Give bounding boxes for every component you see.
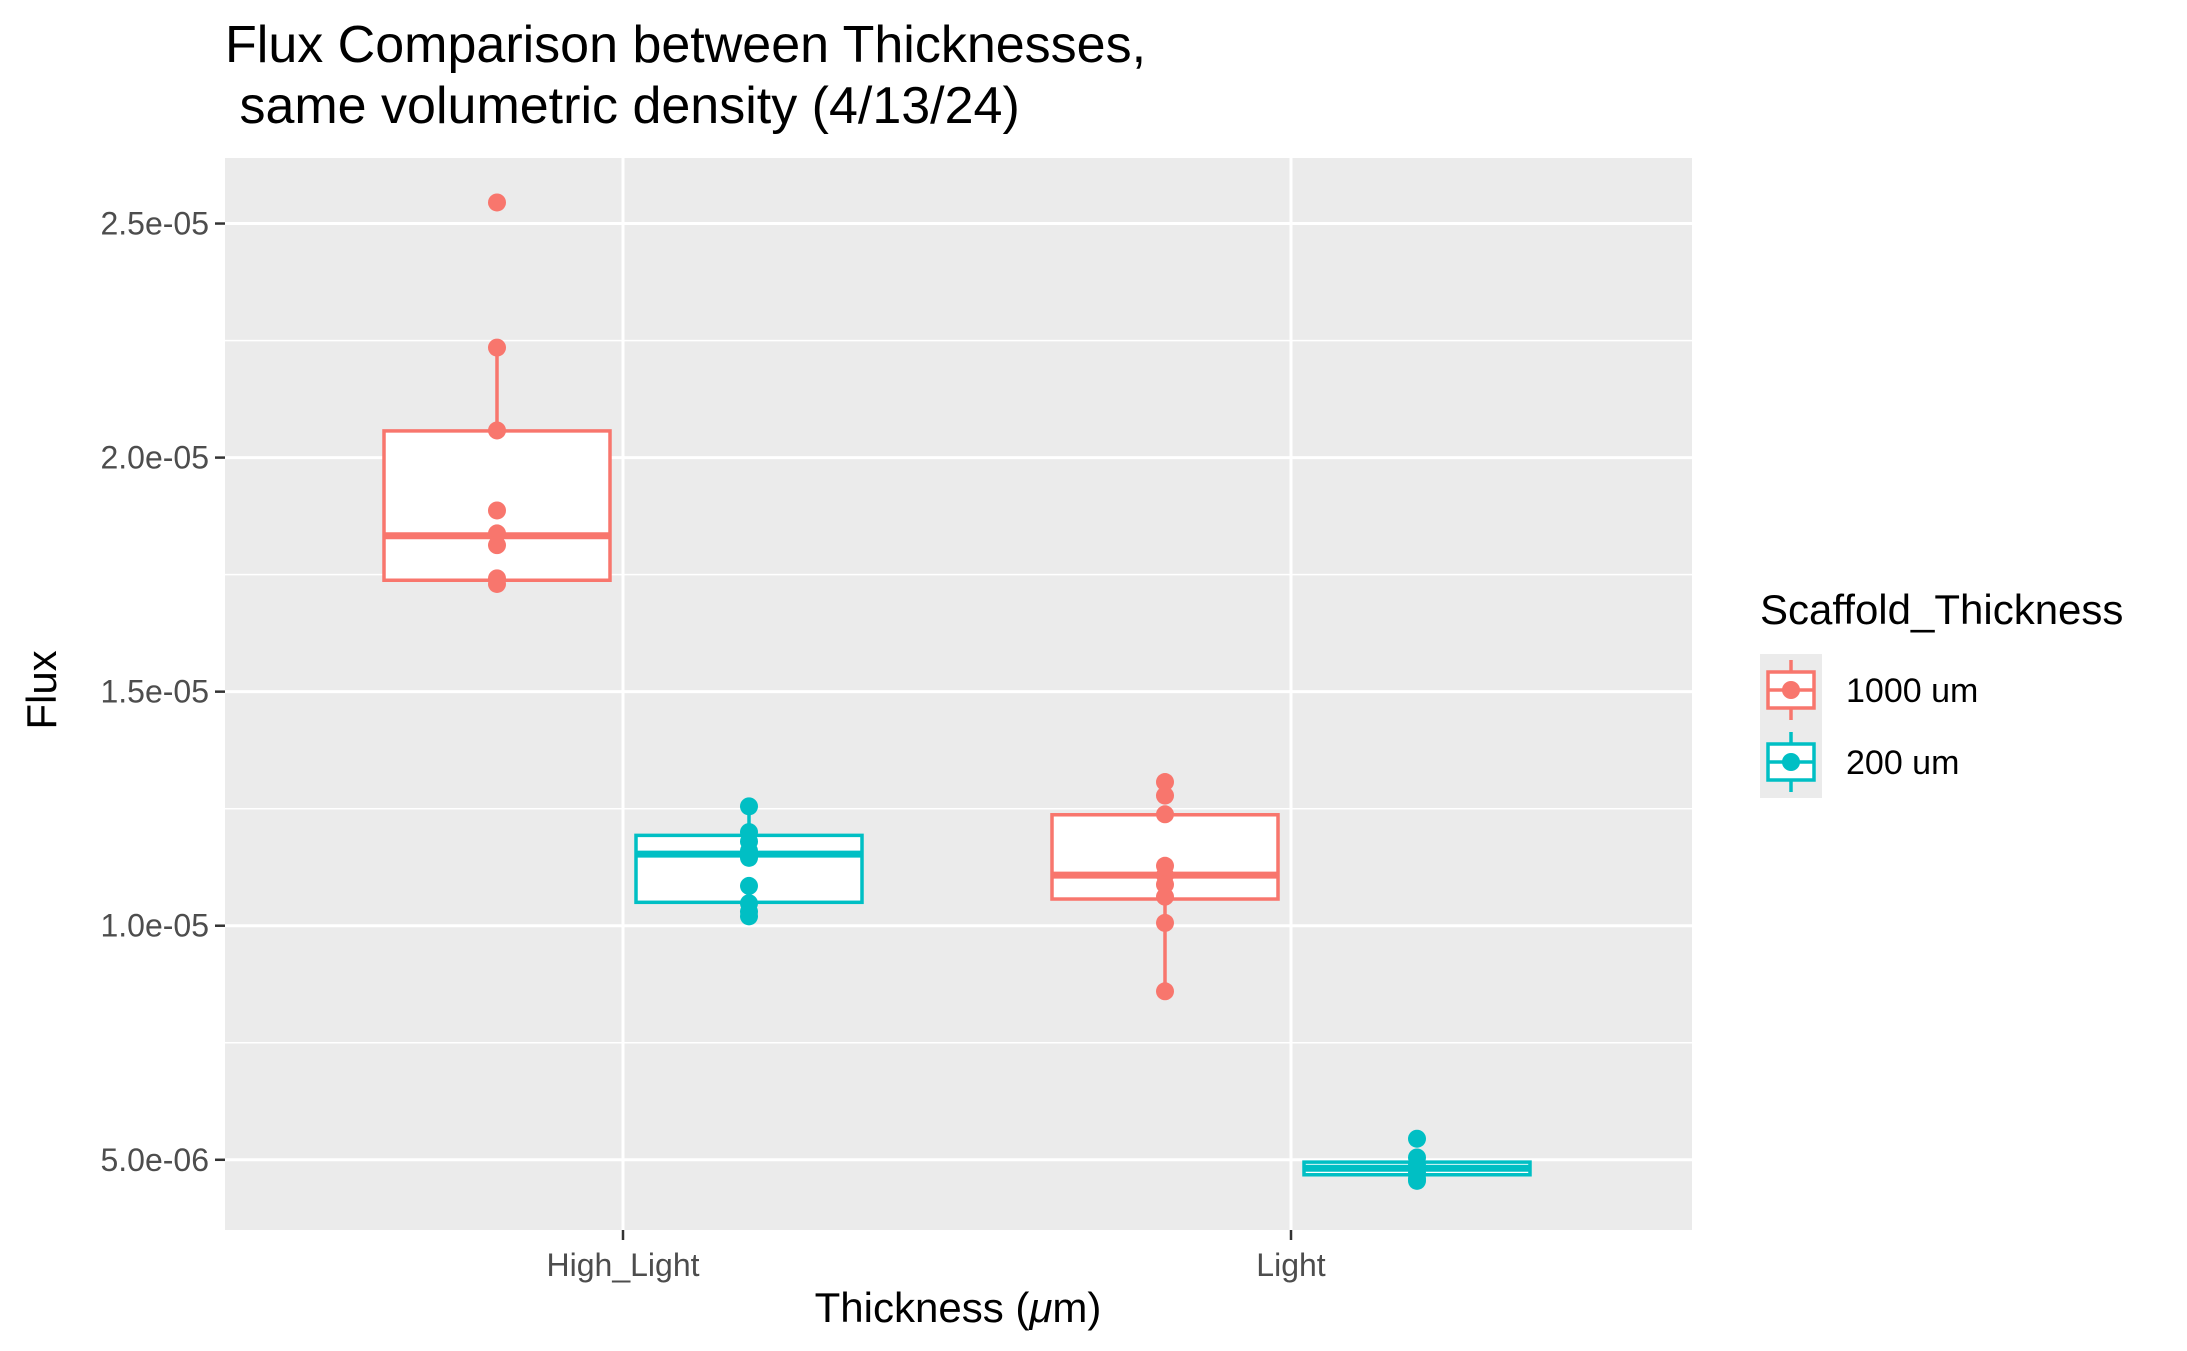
box-1000-um-High_Light	[382, 193, 612, 593]
legend-label-1: 200 um	[1846, 744, 1959, 782]
legend-title: Scaffold_Thickness	[1760, 586, 2123, 633]
legend-entry-0: 1000 um	[1760, 654, 1978, 726]
x-axis: High_Light Light	[547, 1230, 1326, 1283]
y-tick-label-0: 5.0e-06	[100, 1142, 209, 1178]
legend-key-point	[1782, 681, 1800, 699]
legend-entry-1: 200 um	[1760, 726, 1959, 798]
data-point-0	[1408, 1129, 1426, 1148]
data-point-0	[740, 797, 758, 816]
data-point-0	[488, 193, 506, 212]
data-point-6	[1408, 1171, 1426, 1190]
legend-label-0: 1000 um	[1846, 672, 1978, 710]
data-point-8	[740, 907, 758, 926]
data-point-6	[1156, 887, 1174, 906]
data-point-4	[740, 848, 758, 867]
data-point-3	[488, 501, 506, 520]
box-200-um-High_Light	[634, 797, 864, 926]
data-point-8	[1156, 982, 1174, 1001]
y-axis-title: Flux	[18, 650, 65, 729]
y-tick-label-3: 2.0e-05	[100, 440, 209, 476]
data-point-2	[488, 421, 506, 440]
y-axis: 5.0e-06 1.0e-05 1.5e-05 2.0e-05 2.5e-05	[100, 206, 225, 1178]
data-point-5	[488, 536, 506, 555]
data-point-7	[1156, 913, 1174, 932]
box-1000-um-Light	[1050, 773, 1280, 1001]
x-axis-title: Thickness (μm)	[815, 1284, 1102, 1331]
x-tick-label-0: High_Light	[547, 1247, 700, 1283]
legend-key-point	[1782, 753, 1800, 771]
data-point-2	[1156, 805, 1174, 824]
legend: Scaffold_Thickness 1000 um 200 um	[1760, 586, 2123, 798]
y-tick-label-4: 2.5e-05	[100, 206, 209, 242]
plot-panel	[225, 158, 1692, 1230]
chart-title-line-2: same volumetric density (4/13/24)	[225, 77, 1020, 135]
boxplot-series	[382, 193, 1532, 1190]
major-gridlines	[225, 158, 1692, 1230]
data-point-1	[488, 338, 506, 357]
x-axis-title-mu: μ	[1028, 1284, 1052, 1331]
chart-title-line-1: Flux Comparison between Thicknesses,	[225, 16, 1146, 74]
y-tick-label-1: 1.0e-05	[100, 908, 209, 944]
data-point-5	[740, 876, 758, 895]
y-tick-label-2: 1.5e-05	[100, 674, 209, 710]
data-point-0	[1156, 773, 1174, 792]
data-point-1	[1156, 786, 1174, 805]
x-axis-title-suffix: m)	[1052, 1284, 1101, 1331]
x-tick-label-1: Light	[1256, 1247, 1326, 1283]
x-axis-title-prefix: Thickness (	[815, 1284, 1030, 1331]
data-point-7	[488, 574, 506, 593]
box-200-um-Light	[1302, 1129, 1532, 1190]
